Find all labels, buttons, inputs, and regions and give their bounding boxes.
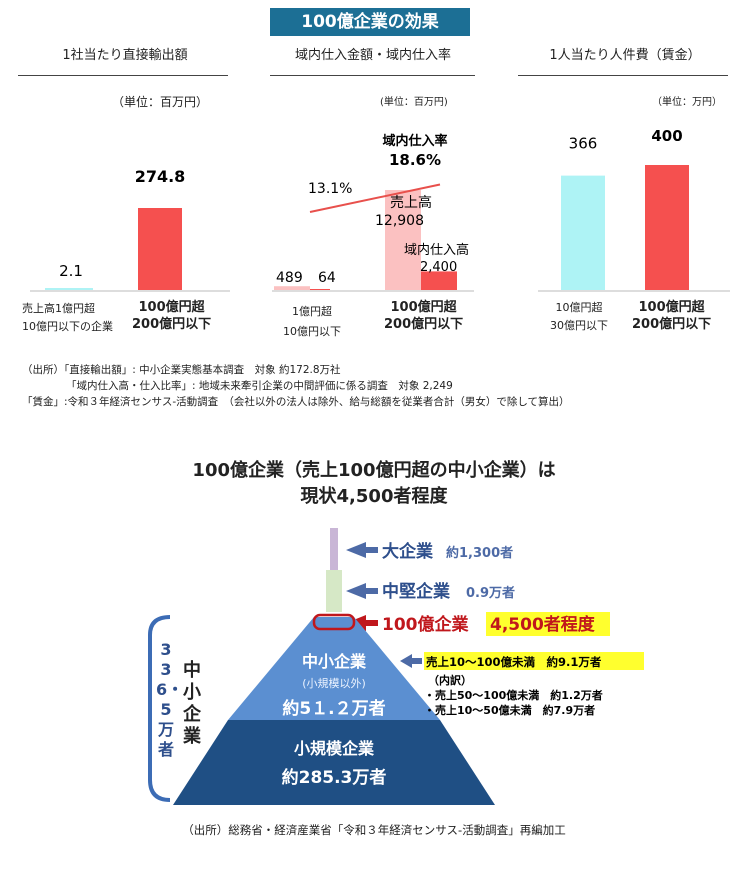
panel1-bar-big [138, 208, 182, 290]
b100-highlight [312, 613, 356, 631]
panel1-cat-big: 100億円超 200億円以下 [132, 299, 211, 333]
sme-label: 中小企業 [302, 652, 367, 671]
panel1-cat-small-line1: 売上高1億円超 [22, 302, 95, 315]
panel1-cat-small: 売上高1億円超 10億円以下の企業 [22, 300, 113, 336]
panel2-sales-bar-small [274, 286, 310, 290]
panel2-cat-small: 1億円超 10億円以下 [283, 302, 341, 342]
panel3-title: 1人当たり人件費（賃金） [549, 48, 701, 63]
panel3-unit: （単位：万円） [652, 97, 722, 108]
panel2-title: 域内仕入金額・域内仕入率 [294, 48, 451, 63]
panel3-cat-big: 100億円超 200億円以下 [632, 299, 711, 333]
panel3-cat-big-line2: 200億円以下 [632, 317, 712, 332]
panel3-cat-small-line2: 30億円以下 [550, 319, 608, 332]
breakdown-arrow [400, 654, 412, 668]
panel2-sales-small-value: 489 [276, 270, 303, 286]
sme-note: (小規模以外) [302, 676, 366, 690]
large-arrow-shaft [366, 547, 378, 553]
breakdown-arrow-shaft [412, 658, 422, 664]
section-banner: 100億企業の効果 [270, 8, 470, 36]
breakdown-2: ・売上10～50億未満 約7.9万者 [424, 703, 595, 717]
panel1-unit: （単位：百万円） [112, 95, 209, 109]
breakdown-head: （内訳） [428, 673, 472, 687]
panel2-procure-bar-big [421, 271, 457, 290]
panel1-cat-big-line1: 100億円超 [138, 300, 205, 315]
midsize-enterprise-bar [326, 570, 342, 612]
b100-arrow-shaft [366, 620, 378, 626]
panel2-cat-big-line1: 100億円超 [390, 300, 457, 315]
panel2-procure-bar-small [310, 289, 330, 290]
midsize-arrow [346, 583, 366, 599]
panel3-bar-big [645, 165, 689, 290]
panel3-cat-big-line1: 100億円超 [638, 300, 705, 315]
sme-tier [228, 617, 440, 720]
breakdown-1: ・売上50～100億未満 約1.2万者 [424, 688, 603, 702]
panel1-bar-small [45, 288, 93, 290]
panel3-bar-small [561, 175, 605, 290]
large-enterprise-bar [330, 528, 338, 570]
pyramid-svg: 大企業 約1,300者 中堅企業 0.9万者 100億企業 4,500者程度 中… [148, 528, 644, 805]
charts-svg: 2.1 274.8 13.1% 域内仕入率 18.6% 売上高 12,908 域… [30, 127, 730, 292]
panel2-procure-label: 域内仕入高 [404, 242, 469, 258]
breakdown-main: 売上10～100億未満 約9.1万者 [426, 655, 602, 669]
small-tier [173, 720, 495, 805]
midsize-arrow-shaft [366, 588, 378, 594]
panel1-cat-big-line2: 200億円以下 [132, 317, 212, 332]
panel2-cat-big-line2: 200億円以下 [384, 317, 464, 332]
panel2-rate-small: 13.1% [308, 181, 352, 197]
panel2-sales-label: 売上高 [390, 194, 432, 211]
panel2-unit: (単位：百万円) [380, 97, 448, 108]
pyramid-headline: 100億企業（売上100億円超の中小企業）は 現状4,500者程度 [0, 458, 748, 510]
panel3-cat-small-line1: 10億円超 [555, 301, 603, 314]
large-label: 大企業 [382, 541, 433, 562]
sme-vertical-label: 中小企業 [183, 660, 201, 747]
panel1-rule [18, 75, 228, 76]
panel2-sales-value: 12,908 [375, 213, 424, 229]
large-arrow [346, 542, 366, 558]
panel2-cat-small-line1: 1億円超 [292, 305, 332, 318]
panel2-procure-small-value: 64 [318, 270, 336, 286]
panel2-rate-big: 18.6% [389, 151, 441, 169]
panel3-rule [518, 75, 728, 76]
source-line-2: 「域内仕入高・仕入比率」: 地域未来牽引企業の中間評価に係る調査 対象 2,24… [66, 380, 453, 392]
source-line-3: 「賃金」:令和３年経済センサス-活動調査 （会社以外の法人は除外、給与総額を従業… [22, 396, 570, 408]
panel1-value-small: 2.1 [59, 262, 83, 280]
panel2-procure-value: 2,400 [420, 260, 457, 275]
b100-label: 100億企業 [382, 614, 469, 635]
midsize-count: 0.9万者 [466, 585, 515, 601]
sme-count: 約5１.２万者 [282, 698, 385, 719]
b100-count-highlight [486, 612, 610, 636]
source-line-1: （出所）「直接輸出額」: 中小企業実態基本調査 対象 約172.8万社 [22, 364, 341, 376]
pyramid-source: （出所）総務省・経済産業省「令和３年経済センサス-活動調査」再編加工 [182, 823, 566, 837]
panel2-cat-big: 100億円超 200億円以下 [384, 299, 463, 333]
panel1-value-big: 274.8 [135, 167, 186, 186]
panel2-rate-line [309, 183, 441, 213]
panel3-value-small: 366 [569, 135, 598, 153]
panel2-rate-title: 域内仕入率 [382, 133, 447, 149]
panel3-value-big: 400 [651, 127, 682, 145]
panel2-cat-small-line2: 10億円以下 [283, 325, 341, 338]
small-count: 約285.3万者 [282, 767, 387, 788]
panel1-title: 1社当たり直接輸出額 [62, 48, 188, 63]
small-label: 小規模企業 [294, 739, 375, 758]
panel3-cat-small: 10億円超 30億円以下 [550, 299, 608, 335]
panel1-cat-small-line2: 10億円以下の企業 [22, 320, 113, 333]
large-count: 約1,300者 [446, 545, 513, 561]
left-bracket [148, 615, 171, 802]
total-vertical-label: 336・5万者 [156, 640, 184, 759]
panel2-sales-bar-big [385, 190, 421, 290]
pyramid-headline-line1: 100億企業（売上100億円超の中小企業）は [192, 460, 556, 481]
panel2-rule [270, 75, 475, 76]
midsize-label: 中堅企業 [382, 581, 450, 602]
b100-count: 4,500者程度 [490, 614, 596, 635]
breakdown-highlight [424, 652, 644, 670]
pyramid-headline-line2: 現状4,500者程度 [300, 486, 448, 507]
